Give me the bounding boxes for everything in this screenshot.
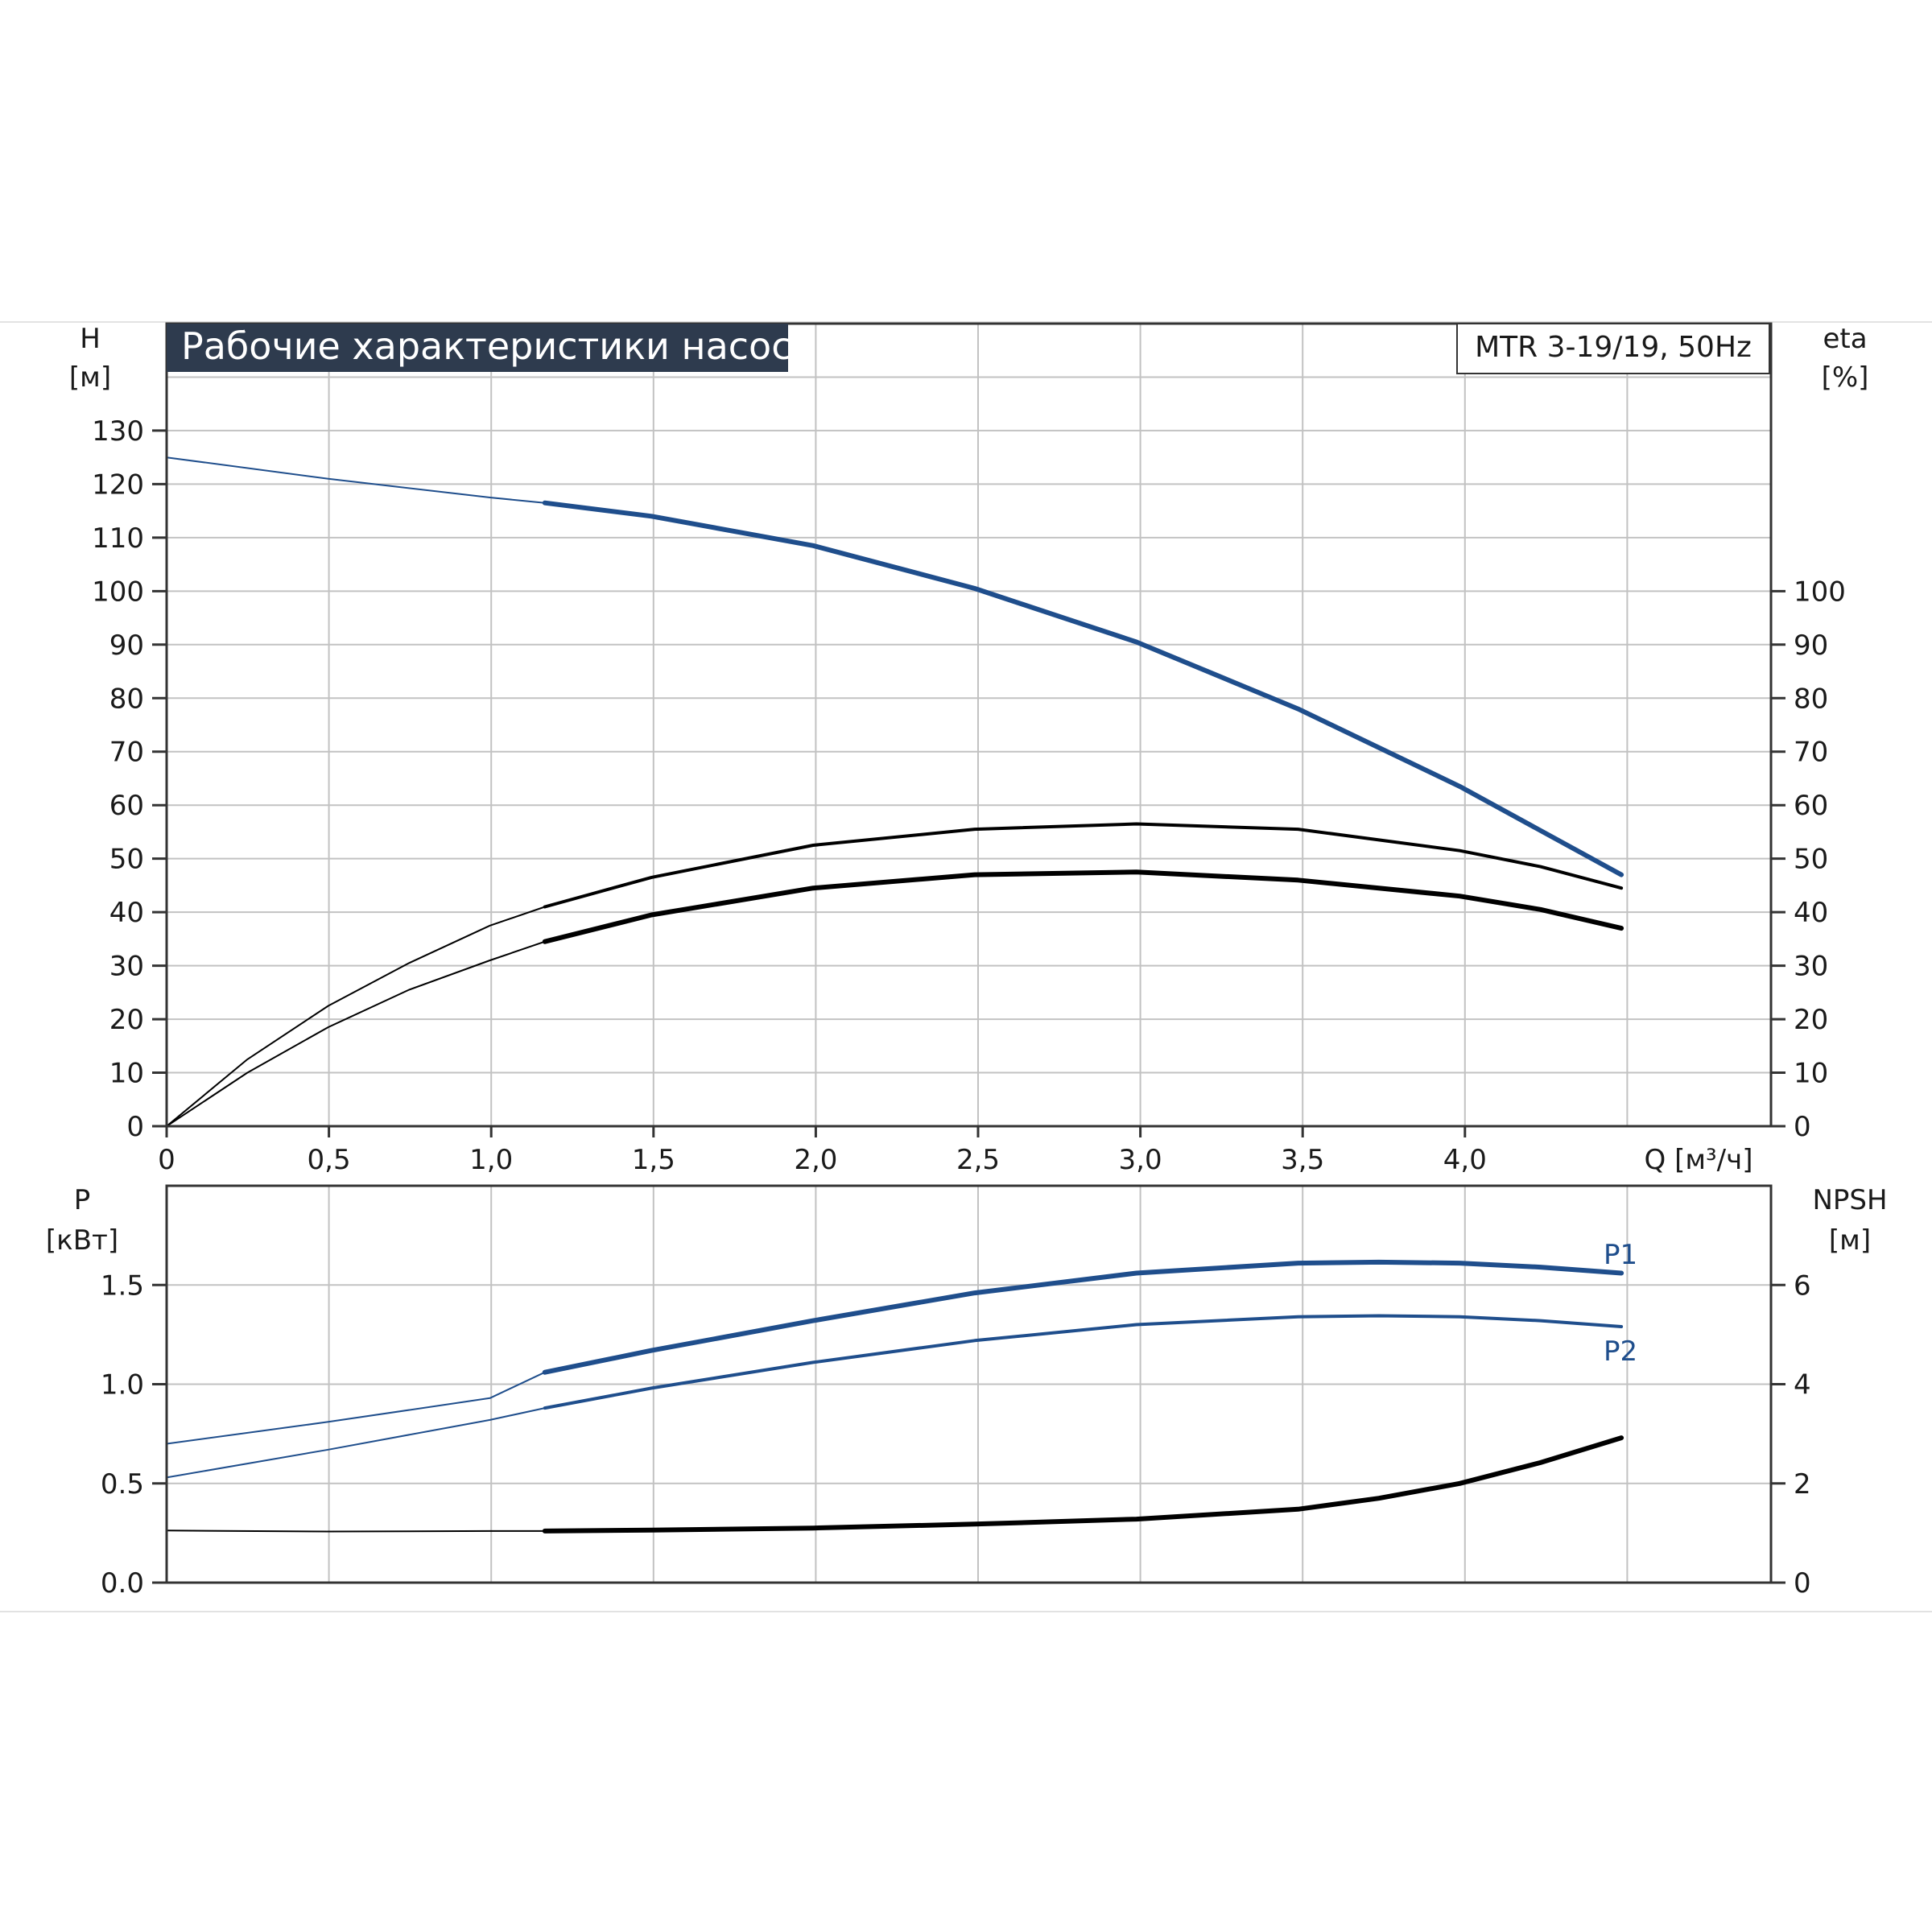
y-left-label-unit: [м] — [69, 361, 111, 394]
y-left-label-symbol: H — [80, 323, 101, 355]
head-efficiency-panel: 0 10 20 30 40 50 60 70 80 90 100 110 120 130 0 10 20 30 40… — [69, 322, 1869, 1176]
y-right-tick-label: 90 — [1794, 630, 1828, 662]
y-left-tick-label: 130 — [92, 415, 144, 448]
y-left-tick-label: 30 — [109, 951, 144, 983]
x-tick-label: 2,5 — [956, 1144, 1000, 1176]
series-line-segment-outside-range — [166, 906, 546, 1127]
x-tick-label: 0 — [158, 1144, 175, 1176]
series-line — [543, 1314, 1624, 1410]
y-left-tick-label: 120 — [92, 469, 144, 501]
series-label-p2: P2 — [1604, 1335, 1637, 1368]
x-tick-label: 3,0 — [1119, 1144, 1162, 1176]
y-right-label-symbol: eta — [1823, 323, 1867, 355]
y-right-tick-label: 2 — [1794, 1468, 1811, 1501]
series-line — [543, 822, 1624, 909]
y-left-tick-label: 0.5 — [101, 1468, 144, 1501]
y-left-tick-label: 50 — [109, 844, 144, 876]
y-left-tick-label: 80 — [109, 683, 144, 715]
x-tick-label: 2,0 — [794, 1144, 837, 1176]
model-label: MTR 3-19/19, 50Hz — [1475, 331, 1752, 364]
bottom-series — [166, 1259, 1624, 1534]
y-left-label-symbol-bottom: P — [74, 1184, 91, 1216]
y-left-tick-label: 10 — [109, 1058, 144, 1090]
y-right-tick-label: 50 — [1794, 844, 1828, 876]
series-line-segment-outside-range — [166, 1371, 546, 1445]
series-line-segment-outside-range — [166, 940, 546, 1127]
top-ticks: 0 10 20 30 40 50 60 70 80 90 100 110 120 130 0 10 20 30 40… — [92, 415, 1846, 1176]
x-tick-label: 4,0 — [1443, 1144, 1487, 1176]
y-left-tick-label: 1.0 — [101, 1369, 144, 1402]
y-right-tick-label: 70 — [1794, 737, 1828, 769]
chart-title: Рабочие характеристики насоса — [181, 324, 815, 368]
top-series — [166, 456, 1624, 1127]
y-left-tick-label: 40 — [109, 897, 144, 929]
model-box — [1456, 323, 1770, 374]
y-right-tick-label: 100 — [1794, 576, 1846, 608]
bottom-ticks: 0.0 0.5 1.0 1.5 0 2 4 6 — [101, 1269, 1811, 1600]
y-left-tick-label: 90 — [109, 630, 144, 662]
x-tick-label: 3,5 — [1281, 1144, 1324, 1176]
title-box — [167, 324, 788, 372]
y-right-tick-label: 0 — [1794, 1111, 1811, 1143]
y-left-tick-label: 0 — [126, 1111, 144, 1143]
y-right-tick-label: 20 — [1794, 1004, 1828, 1036]
series-line — [542, 1435, 1624, 1534]
y-right-tick-label: 30 — [1794, 951, 1828, 983]
series-line-segment-outside-range — [166, 1407, 546, 1479]
y-left-tick-label: 70 — [109, 737, 144, 769]
y-right-tick-label: 4 — [1794, 1369, 1811, 1402]
y-right-label-symbol-bottom: NPSH — [1812, 1184, 1887, 1216]
series-line-segment-outside-range — [166, 456, 545, 504]
x-tick-label: 0,5 — [308, 1144, 351, 1176]
y-right-tick-label: 60 — [1794, 790, 1828, 822]
series-line-segment-outside-range — [166, 1530, 545, 1533]
x-axis-label: Q [м³/ч] — [1645, 1144, 1753, 1176]
y-left-tick-label: 60 — [109, 790, 144, 822]
y-left-tick-label: 20 — [109, 1004, 144, 1036]
y-right-label-unit: [%] — [1822, 361, 1869, 394]
y-right-tick-label: 10 — [1794, 1058, 1828, 1090]
y-right-tick-label: 6 — [1794, 1269, 1811, 1302]
y-left-tick-label: 1.5 — [101, 1269, 144, 1302]
top-grid — [167, 324, 1771, 1126]
series-line — [542, 500, 1624, 877]
x-tick-label: 1,5 — [632, 1144, 675, 1176]
y-left-tick-label: 0.0 — [101, 1567, 144, 1600]
y-left-tick-label: 110 — [92, 522, 144, 555]
series-label-p1: P1 — [1604, 1239, 1637, 1271]
y-right-tick-label: 80 — [1794, 683, 1828, 715]
y-right-label-unit-bottom: [м] — [1829, 1224, 1871, 1257]
x-tick-label: 1,0 — [469, 1144, 513, 1176]
bottom-grid — [167, 1186, 1771, 1583]
y-right-tick-label: 40 — [1794, 897, 1828, 929]
series-line — [542, 869, 1624, 944]
y-left-label-unit-bottom: [кВт] — [46, 1224, 118, 1257]
top-plot-frame — [165, 322, 1773, 1128]
power-npsh-panel: 0.0 0.5 1.0 1.5 0 2 4 6 P [кВт] NPSH [м] P1 P2 — [46, 1184, 1888, 1600]
series-line — [542, 1259, 1624, 1375]
y-left-tick-label: 100 — [92, 576, 144, 608]
y-right-tick-label: 0 — [1794, 1567, 1811, 1600]
